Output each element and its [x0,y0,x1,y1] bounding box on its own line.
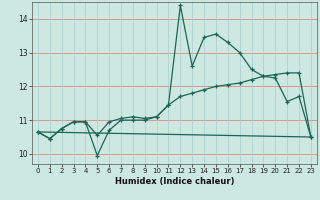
X-axis label: Humidex (Indice chaleur): Humidex (Indice chaleur) [115,177,234,186]
